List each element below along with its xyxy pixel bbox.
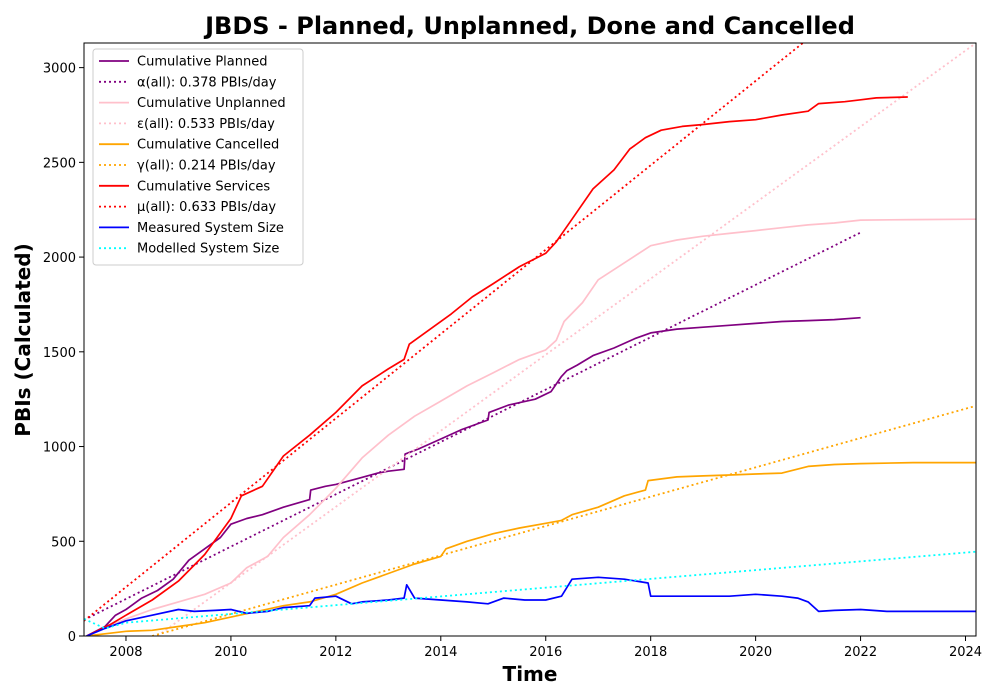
series-line-3: [156, 43, 976, 636]
y-tick-label: 0: [68, 630, 76, 645]
legend-label: Cumulative Cancelled: [137, 138, 279, 153]
plot-area: [83, 42, 977, 637]
y-axis-title: PBIs (Calculated): [11, 243, 35, 436]
legend-box: [92, 48, 304, 266]
x-tick-label: 2010: [214, 645, 247, 660]
legend-label: Measured System Size: [137, 221, 284, 236]
y-tick-label: 2000: [43, 251, 76, 266]
x-tick-label: 2020: [739, 645, 772, 660]
y-axis: 0 500 1000 1500 2000 2500 3000: [43, 62, 84, 645]
legend-label: γ(all): 0.214 PBIs/day: [137, 159, 276, 174]
series-line-9: [84, 550, 976, 630]
y-tick-label: 1000: [43, 441, 76, 456]
series-line-7: [84, 43, 804, 622]
series-group: [84, 43, 976, 636]
y-tick-label: 2500: [43, 156, 76, 171]
series-line-2: [86, 218, 976, 636]
y-tick-label: 500: [51, 535, 76, 550]
legend-label: ε(all): 0.533 PBIs/day: [137, 117, 275, 132]
legend-label: Cumulative Unplanned: [137, 96, 286, 111]
x-tick-label: 2012: [319, 645, 352, 660]
x-axis-title: Time: [503, 662, 558, 686]
y-tick-label: 1500: [43, 346, 76, 361]
plot-frame: [83, 42, 977, 637]
chart-title: JBDS - Planned, Unplanned, Done and Canc…: [203, 12, 855, 40]
series-line-8: [86, 576, 976, 636]
x-tick-label: 2016: [529, 645, 562, 660]
x-tick-label: 2018: [634, 645, 667, 660]
legend-label: Cumulative Planned: [137, 55, 267, 70]
series-line-4: [86, 461, 976, 636]
legend-label: μ(all): 0.633 PBIs/day: [137, 200, 276, 215]
legend-label: α(all): 0.378 PBIs/day: [137, 75, 277, 90]
legend: Cumulative Planned α(all): 0.378 PBIs/day…: [92, 48, 304, 266]
series-line-6: [86, 96, 908, 636]
x-tick-label: 2014: [424, 645, 457, 660]
x-axis: 2008 2010 2012 2014 2016 2018 2020 2022 2024: [109, 636, 982, 660]
x-tick-label: 2008: [109, 645, 142, 660]
legend-label: Cumulative Services: [137, 179, 270, 194]
series-line-5: [151, 404, 976, 636]
legend-label: Modelled System Size: [137, 242, 279, 257]
series-line-0: [86, 316, 861, 636]
x-tick-label: 2022: [844, 645, 877, 660]
y-tick-label: 3000: [43, 62, 76, 77]
x-tick-label: 2024: [949, 645, 982, 660]
